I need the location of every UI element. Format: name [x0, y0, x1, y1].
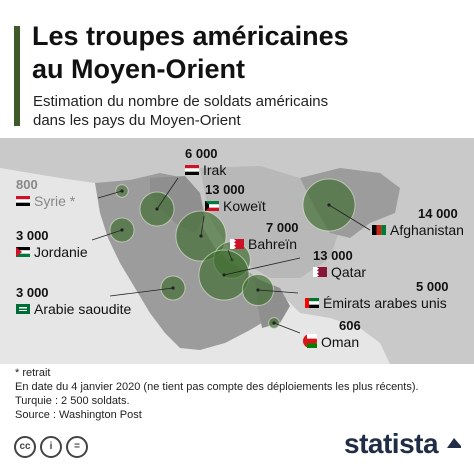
bahrain-flag-icon — [230, 236, 244, 252]
label-iraq: 6 000 Irak — [185, 146, 226, 178]
footer-note: * retrait — [15, 367, 51, 379]
oman-flag-icon — [303, 333, 317, 351]
kuwait-name: Koweït — [223, 198, 266, 215]
leader-line-jordan — [91, 229, 123, 241]
afghanistan-troops: 14 000 — [418, 206, 458, 221]
footer-source: Source : Washington Post — [15, 409, 142, 421]
label-qatar: 13 000 Qatar — [313, 248, 366, 280]
jordan-troops: 3 000 — [16, 228, 49, 243]
oman-troops: 606 — [339, 318, 361, 333]
attribution-icon[interactable]: i — [40, 436, 62, 458]
leader-line-oman — [273, 322, 301, 334]
page-subtitle: Estimation du nombre de soldats américai… — [33, 93, 329, 129]
kuwait-flag-icon — [205, 198, 219, 214]
cc-icon[interactable]: cc — [14, 436, 36, 458]
jordan-flag-icon — [16, 244, 30, 260]
leader-line-uae — [257, 289, 299, 294]
iraq-name: Irak — [203, 162, 227, 179]
label-saudi-arabia: 3 000 Arabie saoudite — [16, 285, 131, 317]
iraq-flag-icon — [185, 162, 199, 178]
label-bahrain: 7 000 Bahreïn — [230, 220, 299, 252]
saudi-arabia-flag-icon — [16, 301, 30, 317]
bahrain-name: Bahreïn — [248, 236, 298, 253]
iraq-troops: 6 000 — [185, 146, 218, 161]
footer-date: En date du 4 janvier 2020 (ne tient pas … — [15, 381, 419, 393]
middle-east-map — [0, 138, 474, 364]
leader-lines — [91, 177, 371, 334]
qatar-name: Qatar — [331, 264, 367, 281]
label-oman: 606 Oman — [303, 318, 361, 351]
footer-notes: * retrait En date du 4 janvier 2020 (ne … — [15, 366, 465, 422]
footer-turkey: Turquie : 2 500 soldats. — [15, 395, 130, 407]
statista-logo[interactable]: statista — [344, 428, 439, 459]
syria-mark: * — [69, 193, 76, 210]
leader-line-iraq — [156, 177, 179, 210]
kuwait-troops: 13 000 — [205, 182, 245, 197]
page-title: Les troupes américaines au Moyen-Orient — [32, 21, 349, 84]
arabia-shape — [95, 173, 280, 350]
afghanistan-flag-icon — [372, 222, 386, 238]
leader-line-bahrain — [227, 249, 233, 261]
label-jordan: 3 000 Jordanie — [16, 228, 88, 260]
qatar-flag-icon — [313, 264, 327, 280]
label-afghanistan: 14 000 Afghanistan — [372, 206, 464, 238]
label-syria: 800 Syrie * — [16, 177, 75, 209]
saudi-arabia-troops: 3 000 — [16, 285, 49, 300]
bahrain-troops: 7 000 — [266, 220, 299, 235]
leader-line-afghanistan — [328, 204, 371, 231]
syria-name: Syrie — [34, 193, 66, 210]
syria-flag-icon — [16, 193, 30, 209]
leader-line-qatar — [223, 257, 301, 276]
label-kuwait: 13 000 Koweït — [205, 182, 266, 214]
saudi-arabia-name: Arabie saoudite — [34, 301, 132, 318]
statista-logo-mark-icon — [447, 438, 461, 448]
uae-name: Émirats arabes unis — [323, 295, 447, 312]
qatar-troops: 13 000 — [313, 248, 353, 263]
bubble-center-oman — [272, 321, 276, 325]
leader-line-saudi-arabia — [109, 287, 174, 297]
uae-troops: 5 000 — [416, 279, 449, 294]
no-derivatives-icon[interactable]: = — [66, 436, 88, 458]
afghanistan-name: Afghanistan — [390, 222, 464, 239]
oman-name: Oman — [321, 334, 360, 351]
jordan-name: Jordanie — [34, 244, 88, 261]
label-uae: 5 000 Émirats arabes unis — [305, 279, 449, 311]
syria-troops: 800 — [16, 177, 38, 192]
bubble-center-saudi-arabia — [171, 286, 175, 290]
leader-line-kuwait — [200, 215, 205, 237]
leader-line-syria — [97, 190, 123, 199]
bubble-center-uae — [256, 288, 260, 292]
accent-bar — [14, 26, 20, 126]
uae-flag-icon — [305, 295, 319, 311]
